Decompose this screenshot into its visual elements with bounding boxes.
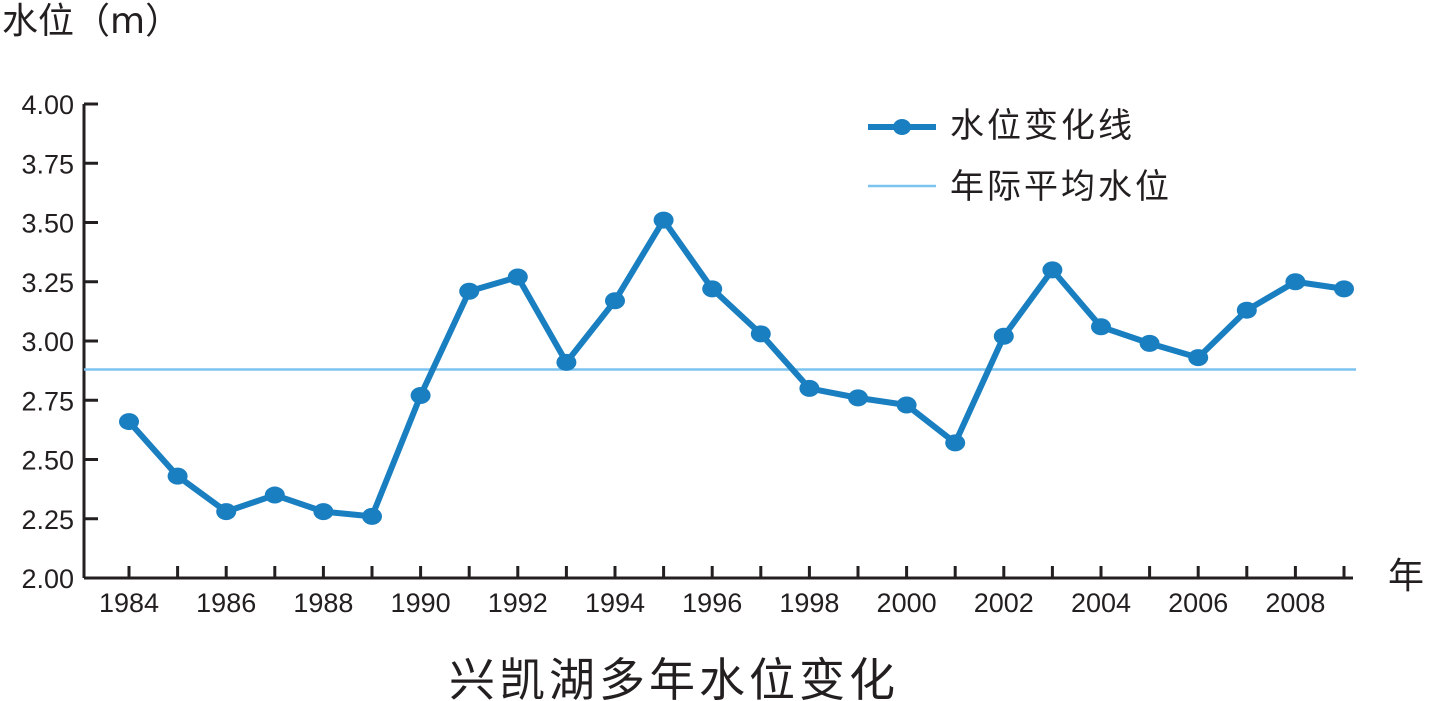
y-tick-label: 2.50	[21, 446, 74, 476]
x-tick-label: 1992	[488, 588, 548, 618]
y-tick-label: 2.75	[21, 386, 74, 416]
x-tick-label: 1994	[585, 588, 645, 618]
x-tick-label: 1998	[779, 588, 839, 618]
data-point	[945, 434, 966, 452]
x-tick-label: 1990	[391, 588, 451, 618]
data-point	[264, 486, 285, 504]
data-point	[799, 379, 820, 397]
series-group	[119, 211, 1354, 525]
data-point	[119, 413, 139, 431]
y-tick-label: 4.00	[21, 90, 74, 120]
legend: 水位变化线 年际平均水位	[868, 106, 1172, 207]
x-axis-label: 年	[1388, 556, 1424, 597]
y-axis-label: 水位（m）	[2, 1, 181, 42]
legend-series-label: 水位变化线	[950, 106, 1135, 146]
data-point	[362, 507, 382, 525]
x-tick-label: 2000	[877, 588, 937, 618]
y-tick-label: 3.00	[21, 327, 74, 357]
data-point	[1139, 334, 1160, 352]
data-point	[507, 268, 528, 286]
data-point	[993, 327, 1014, 345]
data-point	[702, 280, 723, 298]
y-tick-label: 3.75	[21, 149, 74, 179]
y-tick-label: 2.25	[21, 505, 74, 535]
x-tick-label: 1984	[99, 588, 159, 618]
y-tick-label: 2.00	[21, 564, 74, 594]
data-point	[1334, 280, 1354, 298]
chart-title: 兴凯湖多年水位变化	[449, 653, 899, 701]
data-point	[410, 387, 431, 405]
x-tick-label: 2004	[1071, 588, 1131, 618]
x-tick-label: 1986	[196, 588, 256, 618]
data-point	[1285, 273, 1306, 291]
data-point	[459, 282, 480, 300]
x-tick-label: 2002	[974, 588, 1034, 618]
data-point	[313, 503, 334, 521]
legend-reference-label: 年际平均水位	[950, 167, 1172, 207]
data-point	[1236, 301, 1257, 319]
data-point	[216, 503, 237, 521]
data-point	[556, 353, 577, 371]
data-point	[848, 389, 868, 407]
data-point	[1042, 261, 1063, 279]
legend-series-marker	[893, 119, 911, 135]
y-tick-label: 3.25	[21, 268, 74, 298]
data-point	[1091, 318, 1111, 336]
data-point	[896, 396, 917, 414]
data-point	[167, 467, 188, 485]
y-tick-label: 3.50	[21, 209, 74, 239]
x-tick-label: 2008	[1265, 588, 1325, 618]
axes: 2.00 2.25 2.50 2.75 3.00 3.25 3.50 3.75 4.00 1984…	[21, 90, 1353, 618]
data-point	[605, 292, 625, 310]
data-point	[1188, 349, 1209, 367]
data-point	[750, 325, 771, 343]
x-tick-label: 1996	[682, 588, 742, 618]
x-tick-label: 2006	[1168, 588, 1228, 618]
data-point	[653, 211, 674, 229]
x-tick-label: 1988	[293, 588, 353, 618]
